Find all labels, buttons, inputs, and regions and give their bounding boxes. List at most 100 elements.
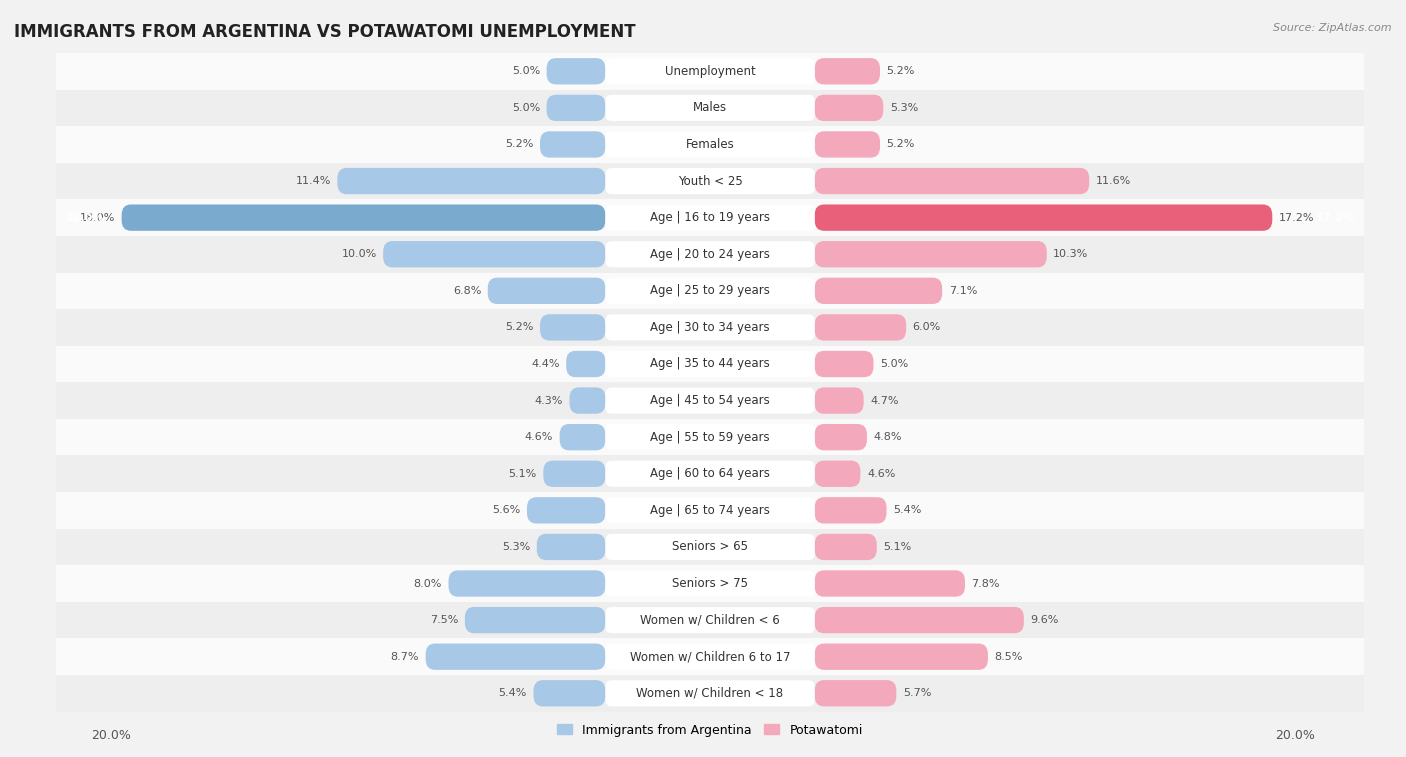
Text: Women w/ Children 6 to 17: Women w/ Children 6 to 17 xyxy=(630,650,790,663)
Text: 5.0%: 5.0% xyxy=(512,67,540,76)
Text: 4.8%: 4.8% xyxy=(873,432,903,442)
FancyBboxPatch shape xyxy=(426,643,606,670)
FancyBboxPatch shape xyxy=(606,388,814,413)
Text: 4.6%: 4.6% xyxy=(868,469,896,478)
FancyBboxPatch shape xyxy=(606,607,814,633)
FancyBboxPatch shape xyxy=(814,388,863,414)
FancyBboxPatch shape xyxy=(56,163,1364,199)
FancyBboxPatch shape xyxy=(540,314,606,341)
Text: 9.6%: 9.6% xyxy=(1031,615,1059,625)
Text: Seniors > 75: Seniors > 75 xyxy=(672,577,748,590)
Text: Youth < 25: Youth < 25 xyxy=(678,175,742,188)
Text: 5.2%: 5.2% xyxy=(887,139,915,149)
Text: 8.5%: 8.5% xyxy=(994,652,1022,662)
FancyBboxPatch shape xyxy=(814,314,905,341)
FancyBboxPatch shape xyxy=(606,278,814,304)
FancyBboxPatch shape xyxy=(56,675,1364,712)
FancyBboxPatch shape xyxy=(537,534,606,560)
Text: 11.4%: 11.4% xyxy=(295,176,330,186)
Text: 5.1%: 5.1% xyxy=(883,542,911,552)
Text: Source: ZipAtlas.com: Source: ZipAtlas.com xyxy=(1274,23,1392,33)
Text: Age | 20 to 24 years: Age | 20 to 24 years xyxy=(650,248,770,260)
Text: Males: Males xyxy=(693,101,727,114)
FancyBboxPatch shape xyxy=(606,643,814,670)
FancyBboxPatch shape xyxy=(56,236,1364,273)
Text: 8.7%: 8.7% xyxy=(391,652,419,662)
FancyBboxPatch shape xyxy=(465,607,606,634)
FancyBboxPatch shape xyxy=(606,132,814,157)
FancyBboxPatch shape xyxy=(606,95,814,121)
FancyBboxPatch shape xyxy=(382,241,606,267)
Text: 5.2%: 5.2% xyxy=(505,322,533,332)
Text: Unemployment: Unemployment xyxy=(665,65,755,78)
Text: 6.0%: 6.0% xyxy=(912,322,941,332)
Text: 11.6%: 11.6% xyxy=(1095,176,1130,186)
Text: 4.7%: 4.7% xyxy=(870,396,898,406)
FancyBboxPatch shape xyxy=(606,204,814,231)
FancyBboxPatch shape xyxy=(56,199,1364,236)
FancyBboxPatch shape xyxy=(56,419,1364,456)
FancyBboxPatch shape xyxy=(56,273,1364,309)
Text: Women w/ Children < 18: Women w/ Children < 18 xyxy=(637,687,783,699)
FancyBboxPatch shape xyxy=(560,424,606,450)
FancyBboxPatch shape xyxy=(56,528,1364,565)
FancyBboxPatch shape xyxy=(814,168,1090,195)
FancyBboxPatch shape xyxy=(814,241,1046,267)
Text: 20.0%: 20.0% xyxy=(91,729,131,742)
FancyBboxPatch shape xyxy=(56,126,1364,163)
FancyBboxPatch shape xyxy=(606,351,814,377)
FancyBboxPatch shape xyxy=(543,460,606,487)
FancyBboxPatch shape xyxy=(56,602,1364,638)
FancyBboxPatch shape xyxy=(814,58,880,85)
Text: 5.2%: 5.2% xyxy=(505,139,533,149)
Text: 5.3%: 5.3% xyxy=(502,542,530,552)
FancyBboxPatch shape xyxy=(814,204,1272,231)
Text: Females: Females xyxy=(686,138,734,151)
FancyBboxPatch shape xyxy=(814,95,883,121)
FancyBboxPatch shape xyxy=(606,314,814,341)
FancyBboxPatch shape xyxy=(121,204,606,231)
FancyBboxPatch shape xyxy=(814,131,880,157)
FancyBboxPatch shape xyxy=(814,570,965,597)
FancyBboxPatch shape xyxy=(814,607,1024,634)
FancyBboxPatch shape xyxy=(56,89,1364,126)
FancyBboxPatch shape xyxy=(540,131,606,157)
FancyBboxPatch shape xyxy=(56,492,1364,528)
FancyBboxPatch shape xyxy=(56,456,1364,492)
Text: 7.5%: 7.5% xyxy=(430,615,458,625)
FancyBboxPatch shape xyxy=(533,680,606,706)
Text: 5.0%: 5.0% xyxy=(512,103,540,113)
Text: 17.2%: 17.2% xyxy=(1316,213,1354,223)
Text: Age | 16 to 19 years: Age | 16 to 19 years xyxy=(650,211,770,224)
FancyBboxPatch shape xyxy=(606,424,814,450)
Text: 17.2%: 17.2% xyxy=(1279,213,1315,223)
FancyBboxPatch shape xyxy=(814,497,887,524)
Text: Age | 45 to 54 years: Age | 45 to 54 years xyxy=(650,394,770,407)
FancyBboxPatch shape xyxy=(606,58,814,84)
Text: Women w/ Children < 6: Women w/ Children < 6 xyxy=(640,614,780,627)
Text: 5.6%: 5.6% xyxy=(492,506,520,516)
FancyBboxPatch shape xyxy=(814,460,860,487)
FancyBboxPatch shape xyxy=(488,278,606,304)
FancyBboxPatch shape xyxy=(606,168,814,194)
FancyBboxPatch shape xyxy=(56,638,1364,675)
Text: Seniors > 65: Seniors > 65 xyxy=(672,540,748,553)
FancyBboxPatch shape xyxy=(606,534,814,560)
FancyBboxPatch shape xyxy=(547,95,606,121)
Text: 18.0%: 18.0% xyxy=(66,213,104,223)
Text: 4.6%: 4.6% xyxy=(524,432,553,442)
Text: Age | 55 to 59 years: Age | 55 to 59 years xyxy=(650,431,770,444)
FancyBboxPatch shape xyxy=(606,497,814,523)
FancyBboxPatch shape xyxy=(449,570,606,597)
FancyBboxPatch shape xyxy=(606,681,814,706)
FancyBboxPatch shape xyxy=(56,382,1364,419)
Text: 7.1%: 7.1% xyxy=(949,286,977,296)
FancyBboxPatch shape xyxy=(814,424,868,450)
Text: 6.8%: 6.8% xyxy=(453,286,481,296)
FancyBboxPatch shape xyxy=(56,53,1364,89)
FancyBboxPatch shape xyxy=(527,497,606,524)
FancyBboxPatch shape xyxy=(814,278,942,304)
Text: IMMIGRANTS FROM ARGENTINA VS POTAWATOMI UNEMPLOYMENT: IMMIGRANTS FROM ARGENTINA VS POTAWATOMI … xyxy=(14,23,636,41)
FancyBboxPatch shape xyxy=(547,58,606,85)
FancyBboxPatch shape xyxy=(606,571,814,597)
